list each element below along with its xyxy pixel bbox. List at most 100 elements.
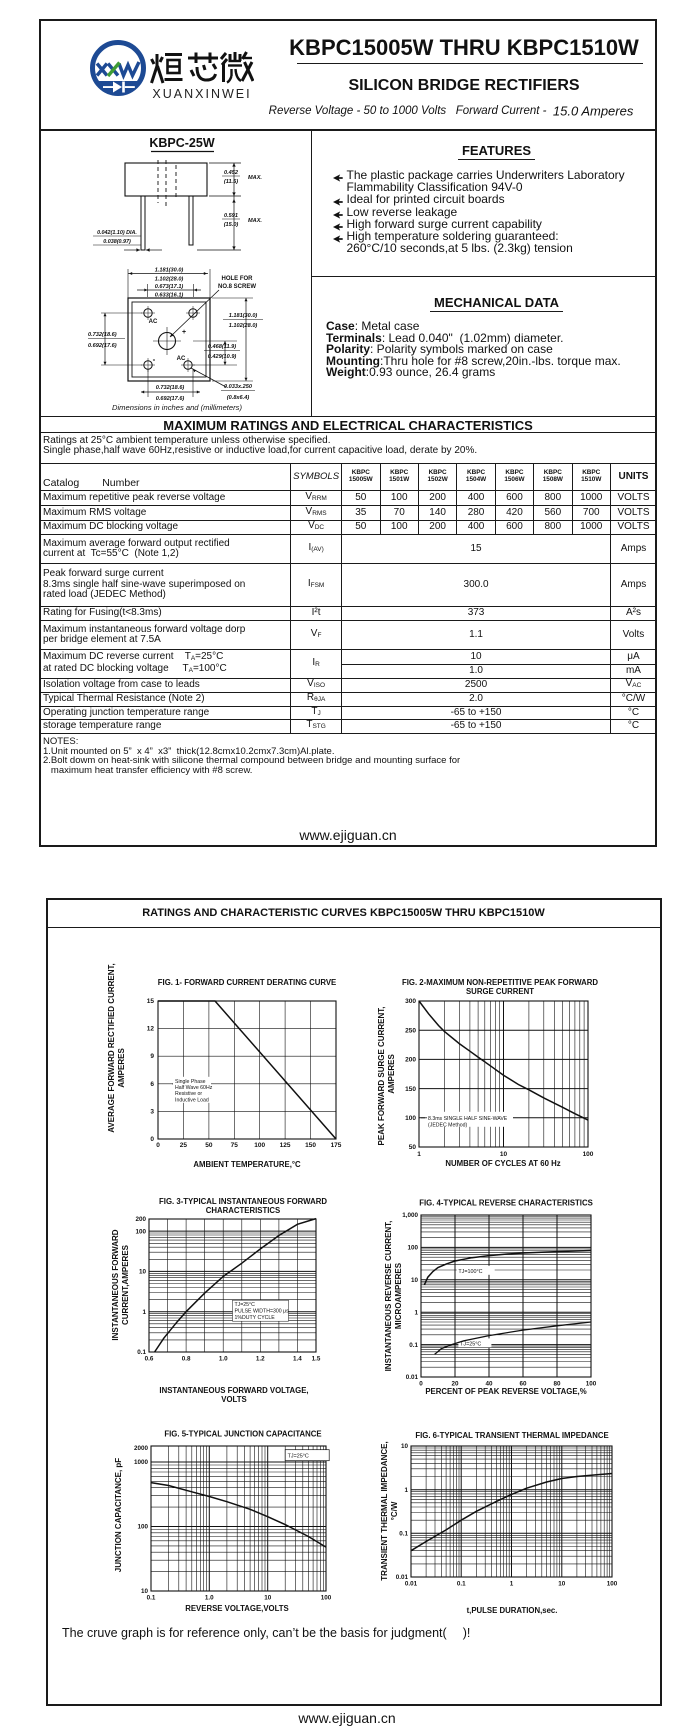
svg-text:TRANSIENT THERMAL IMPEDANCE,: TRANSIENT THERMAL IMPEDANCE,: [380, 1441, 389, 1580]
svg-text:0.1: 0.1: [457, 1581, 466, 1588]
svg-text:Dimensions in inches and (mill: Dimensions in inches and (millimeters): [112, 403, 242, 412]
svg-text:0.1: 0.1: [399, 1531, 408, 1538]
svg-text:10: 10: [500, 1151, 508, 1158]
svg-text:KBPC-25W: KBPC-25W: [149, 136, 214, 150]
svg-text:1.0: 1.0: [205, 1595, 214, 1602]
svg-text:50: 50: [409, 1144, 417, 1151]
svg-text:NO.8 SCREW: NO.8 SCREW: [218, 284, 256, 290]
svg-text:1: 1: [404, 1487, 408, 1494]
svg-text:1.5: 1.5: [312, 1356, 321, 1363]
svg-text:1.102(28.0): 1.102(28.0): [155, 277, 184, 283]
svg-text:0.429(10.9): 0.429(10.9): [208, 354, 237, 360]
svg-text:0.591: 0.591: [224, 213, 238, 219]
svg-text:0.01: 0.01: [405, 1581, 418, 1588]
svg-text:175: 175: [331, 1142, 342, 1149]
svg-text:°C/W: °C/W: [390, 1501, 399, 1520]
svg-text:FIG. 6-TYPICAL TRANSIENT THERM: FIG. 6-TYPICAL TRANSIENT THERMAL IMPEDAN…: [415, 1431, 608, 1440]
svg-text:0: 0: [419, 1381, 423, 1388]
svg-text:-: -: [153, 355, 156, 364]
svg-text:(15.0): (15.0): [224, 222, 239, 228]
svg-text:(0.8x6.4): (0.8x6.4): [227, 395, 250, 401]
svg-text:TJ=100°C: TJ=100°C: [458, 1269, 482, 1275]
svg-text:1: 1: [417, 1151, 421, 1158]
svg-text:MAX.: MAX.: [248, 218, 262, 224]
svg-text:FIG. 3-TYPICAL INSTANTANEOUS F: FIG. 3-TYPICAL INSTANTANEOUS FORWARD: [159, 1197, 327, 1206]
svg-text:1.0: 1.0: [219, 1356, 228, 1363]
svg-text:3: 3: [150, 1108, 154, 1115]
svg-text:1%DUTY CYCLE: 1%DUTY CYCLE: [235, 1315, 276, 1321]
svg-text:(11.5): (11.5): [224, 179, 238, 185]
svg-text:REVERSE VOLTAGE,VOLTS: REVERSE VOLTAGE,VOLTS: [185, 1604, 289, 1613]
svg-text:100: 100: [583, 1151, 594, 1158]
svg-text:0.452: 0.452: [224, 170, 239, 176]
svg-text:0: 0: [156, 1142, 160, 1149]
svg-text:300: 300: [405, 998, 416, 1005]
svg-text:TJ=25°C: TJ=25°C: [235, 1302, 256, 1308]
svg-text:1000: 1000: [134, 1459, 149, 1466]
svg-text:10: 10: [558, 1581, 566, 1588]
svg-text:(JEDEC Method): (JEDEC Method): [428, 1122, 467, 1128]
svg-text:10: 10: [141, 1588, 149, 1595]
svg-text:8.3ms SINGLE HALF SINE-WAVE: 8.3ms SINGLE HALF SINE-WAVE: [428, 1116, 508, 1122]
svg-text:9: 9: [150, 1053, 154, 1060]
svg-text:80: 80: [553, 1381, 561, 1388]
svg-text:25: 25: [180, 1142, 188, 1149]
svg-text:1: 1: [510, 1581, 514, 1588]
svg-text:100: 100: [137, 1524, 148, 1531]
svg-text:10: 10: [411, 1277, 419, 1284]
svg-text:0.633(16.1): 0.633(16.1): [155, 293, 184, 299]
svg-text:INSTANTANEOUS FORWARD: INSTANTANEOUS FORWARD: [111, 1229, 120, 1340]
svg-text:0: 0: [150, 1136, 154, 1143]
svg-text:INSTANTANEOUS REVERSE CURRENT,: INSTANTANEOUS REVERSE CURRENT,: [384, 1221, 393, 1372]
svg-text:20: 20: [451, 1381, 459, 1388]
svg-text:CHARACTERISTICS: CHARACTERISTICS: [206, 1206, 281, 1215]
svg-text:0.1: 0.1: [409, 1342, 418, 1349]
svg-text:Single Phase: Single Phase: [175, 1079, 206, 1085]
svg-text:60: 60: [519, 1381, 527, 1388]
svg-text:10: 10: [401, 1443, 409, 1450]
svg-text:0.692(17.6): 0.692(17.6): [88, 343, 117, 349]
svg-text:0.033x.250: 0.033x.250: [224, 384, 253, 390]
svg-text:0.1: 0.1: [147, 1595, 156, 1602]
svg-text:AC: AC: [177, 356, 186, 362]
svg-text:0.692(17.6): 0.692(17.6): [156, 396, 185, 402]
svg-text:100: 100: [135, 1228, 146, 1235]
svg-text:AMPERES: AMPERES: [117, 1048, 126, 1088]
svg-text:0.01: 0.01: [396, 1574, 409, 1581]
svg-text:250: 250: [405, 1027, 416, 1034]
svg-text:100: 100: [254, 1142, 265, 1149]
svg-text:100: 100: [607, 1581, 618, 1588]
svg-text:6: 6: [150, 1081, 154, 1088]
svg-text:100: 100: [586, 1381, 597, 1388]
svg-text:AMBIENT TEMPERATURE,°C: AMBIENT TEMPERATURE,°C: [193, 1160, 301, 1169]
svg-text:PEAK FORWARD SURGE CURRENT,: PEAK FORWARD SURGE CURRENT,: [377, 1007, 386, 1146]
svg-text:MICROAMPERES: MICROAMPERES: [394, 1262, 403, 1329]
svg-text:AVERAGE FORWARD RECTIFIED CURR: AVERAGE FORWARD RECTIFIED CURRENT,: [107, 963, 116, 1133]
svg-text:0.468(11.9): 0.468(11.9): [208, 344, 236, 350]
svg-text:TJ=25°C: TJ=25°C: [288, 1454, 309, 1460]
svg-text:100: 100: [407, 1245, 418, 1252]
svg-text:0.01: 0.01: [406, 1374, 419, 1381]
svg-text:1.4: 1.4: [293, 1356, 302, 1363]
svg-text:1.2: 1.2: [256, 1356, 265, 1363]
svg-text:Half Wave 60Hz: Half Wave 60Hz: [175, 1085, 213, 1091]
svg-text:10: 10: [139, 1269, 147, 1276]
svg-text:HOLE FOR: HOLE FOR: [222, 276, 254, 282]
svg-text:FIG. 5-TYPICAL JUNCTION CAPACI: FIG. 5-TYPICAL JUNCTION CAPACITANCE: [164, 1430, 321, 1439]
svg-text:150: 150: [305, 1142, 316, 1149]
svg-text:FIG. 4-TYPICAL REVERSE CHARACT: FIG. 4-TYPICAL REVERSE CHARACTERISTICS: [419, 1199, 593, 1208]
svg-text:150: 150: [405, 1086, 416, 1093]
svg-text:15: 15: [147, 998, 155, 1005]
svg-text:CURRENT,AMPERES: CURRENT,AMPERES: [121, 1244, 130, 1325]
svg-text:50: 50: [205, 1142, 213, 1149]
svg-text:1.181(30.0): 1.181(30.0): [155, 268, 184, 274]
svg-text:75: 75: [231, 1142, 239, 1149]
svg-text:t,PULSE DURATION,sec.: t,PULSE DURATION,sec.: [467, 1606, 558, 1615]
svg-text:SURGE CURRENT: SURGE CURRENT: [466, 987, 534, 996]
svg-text:0.6: 0.6: [145, 1356, 154, 1363]
svg-text:0.1: 0.1: [137, 1349, 146, 1356]
svg-text:+: +: [182, 329, 186, 336]
svg-text:1.102(28.0): 1.102(28.0): [229, 323, 258, 329]
svg-text:1: 1: [414, 1309, 418, 1316]
svg-text:TJ=25°C: TJ=25°C: [460, 1341, 481, 1347]
